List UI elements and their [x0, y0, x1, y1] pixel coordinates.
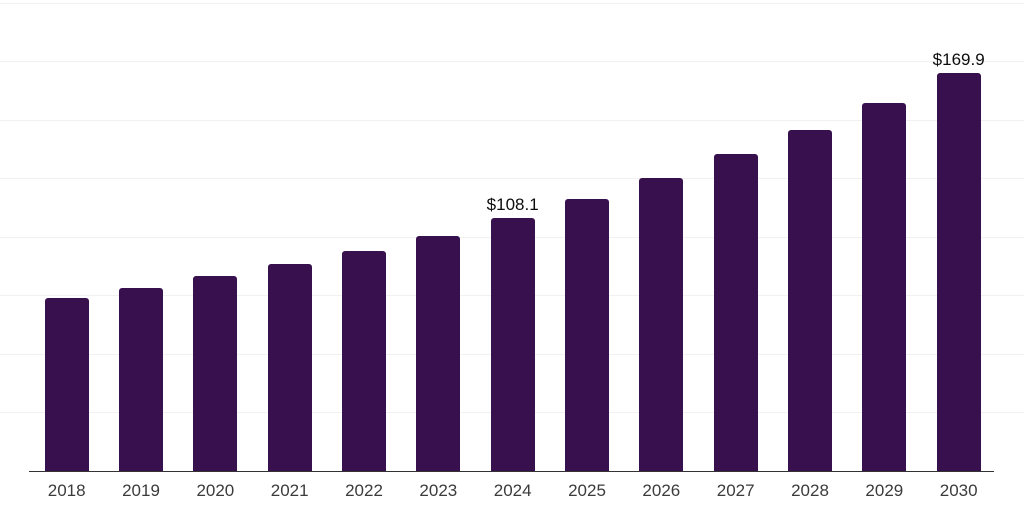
- x-axis-label-2018: 2018: [47, 481, 86, 500]
- bar-2023: [416, 235, 461, 471]
- bar-2024: [490, 217, 535, 471]
- bar-2027: [713, 153, 758, 471]
- x-axis-label-2023: 2023: [419, 481, 458, 500]
- gridline-125: [0, 178, 1024, 180]
- value-label-2030: $169.9: [932, 50, 985, 70]
- x-axis-label-2020: 2020: [196, 481, 235, 500]
- x-axis-label-2025: 2025: [568, 481, 606, 500]
- bar-2018: [44, 297, 89, 471]
- x-axis-label-2027: 2027: [716, 481, 755, 500]
- x-axis-line: [29, 470, 994, 473]
- gridline-200: [0, 2, 1024, 4]
- value-label-2024: $108.1: [486, 194, 539, 214]
- gridline-175: [0, 61, 1024, 63]
- bar-2025: [565, 198, 609, 471]
- x-axis-label-2030: 2030: [939, 481, 978, 500]
- bar-2028: [788, 129, 832, 471]
- x-axis-label-2028: 2028: [791, 481, 829, 500]
- x-axis-label-2019: 2019: [122, 481, 160, 500]
- x-axis-label-2029: 2029: [865, 481, 904, 500]
- bar-2020: [193, 276, 238, 471]
- bar-2029: [862, 103, 907, 471]
- x-axis-label-2022: 2022: [345, 481, 383, 500]
- gridline-150: [0, 119, 1024, 121]
- bar-2030: [936, 73, 981, 471]
- bar-2019: [119, 288, 164, 471]
- bar-2021: [267, 264, 312, 471]
- bar-2022: [342, 250, 387, 471]
- x-axis-label-2024: 2024: [493, 481, 532, 500]
- bar-2026: [639, 177, 684, 471]
- x-axis-label-2021: 2021: [270, 481, 309, 500]
- x-axis-label-2026: 2026: [642, 481, 681, 500]
